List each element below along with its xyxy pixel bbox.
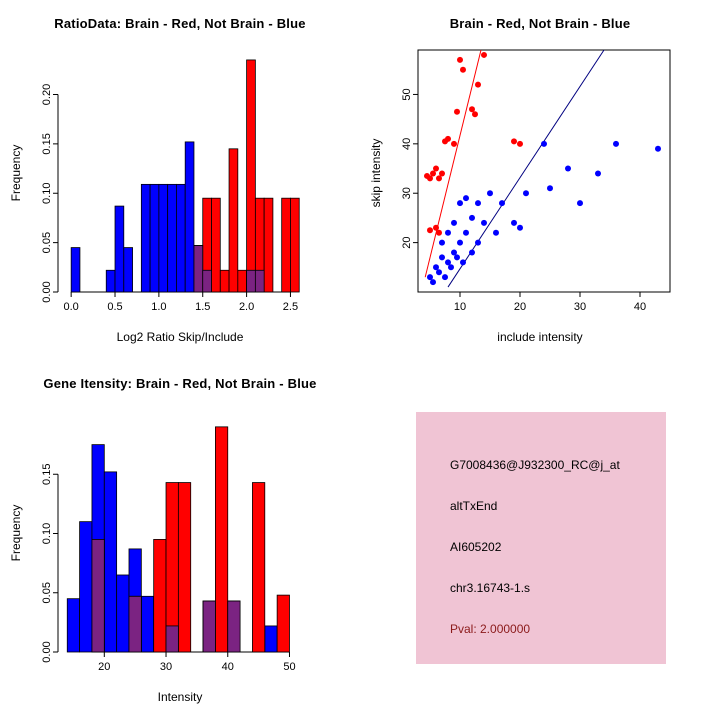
svg-text:0.05: 0.05 [41,582,53,603]
svg-text:1.5: 1.5 [195,301,210,313]
svg-text:30: 30 [574,301,586,313]
axes: 20 30 40 50 0.00 0.05 0.10 0.15 [41,464,296,673]
intensity-scatter-title: Brain - Red, Not Brain - Blue [449,16,631,31]
svg-text:40: 40 [401,138,413,150]
svg-text:2.5: 2.5 [283,301,298,313]
scatter-points-not-brain [427,140,661,286]
svg-text:0.20: 0.20 [41,84,53,105]
event-type-text: altTxEnd [450,499,498,513]
svg-text:40: 40 [222,661,234,673]
svg-text:0.00: 0.00 [41,641,53,662]
svg-text:30: 30 [160,661,172,673]
gene-intensity-histogram-panel: Gene Itensity: Brain - Red, Not Brain - … [0,360,360,720]
intensity-scatter-panel: Brain - Red, Not Brain - Blue skip inten… [360,0,720,360]
svg-text:50: 50 [283,661,295,673]
info-panel: G7008436@J932300_RC@j_at altTxEnd AI6052… [416,412,666,664]
svg-text:20: 20 [98,661,110,673]
svg-text:0.10: 0.10 [41,183,53,204]
hist-series-brain [193,59,300,293]
scatter-points-brain [424,51,523,236]
gene-intensity-histogram-xlabel: Intensity [157,690,203,704]
svg-text:0.10: 0.10 [41,523,53,544]
svg-text:30: 30 [401,187,413,199]
axes: 0.0 0.5 1.0 1.5 2.0 2.5 0.00 0.05 0.10 0.15 0.20 [41,84,298,313]
svg-text:0.0: 0.0 [64,301,79,313]
svg-text:0.00: 0.00 [41,281,53,302]
accession-text: AI605202 [450,540,502,554]
svg-text:2.0: 2.0 [239,301,254,313]
not-brain-fit-line [447,49,605,288]
hist-series-overlap [193,245,265,293]
intensity-scatter-plot: 10 20 30 40 20 30 40 50 [401,49,671,313]
svg-text:20: 20 [514,301,526,313]
svg-text:0.5: 0.5 [107,301,122,313]
axes: 10 20 30 40 20 30 40 50 [401,49,671,313]
svg-text:40: 40 [634,301,646,313]
ratio-histogram-title: RatioData: Brain - Red, Not Brain - Blue [54,16,306,31]
ratio-histogram-panel: RatioData: Brain - Red, Not Brain - Blue… [0,0,360,360]
hist-series-not-brain [70,141,265,293]
hist-series-overlap [91,539,241,653]
gene-intensity-histogram-plot: 20 30 40 50 0.00 0.05 0.10 0.15 [41,426,296,673]
svg-text:50: 50 [401,88,413,100]
probe-id-text: G7008436@J932300_RC@j_at [450,458,620,472]
svg-text:1.0: 1.0 [151,301,166,313]
intensity-scatter-xlabel: include intensity [497,330,583,344]
ratio-histogram-plot: 0.0 0.5 1.0 1.5 2.0 2.5 0.00 0.05 0.10 0.15 0.20 [41,59,300,313]
brain-fit-line [424,49,482,278]
gene-info-panel-container: G7008436@J932300_RC@j_at altTxEnd AI6052… [360,360,720,720]
locus-text: chr3.16743-1.s [450,581,531,595]
svg-text:0.05: 0.05 [41,232,53,253]
pval-text: Pval: 2.000000 [450,622,531,636]
ratio-histogram-xlabel: Log2 Ratio Skip/Include [116,330,244,344]
svg-text:20: 20 [401,236,413,248]
gene-intensity-histogram-title: Gene Itensity: Brain - Red, Not Brain - … [43,376,317,391]
svg-text:0.15: 0.15 [41,464,53,485]
svg-text:10: 10 [454,301,466,313]
svg-text:0.15: 0.15 [41,133,53,154]
